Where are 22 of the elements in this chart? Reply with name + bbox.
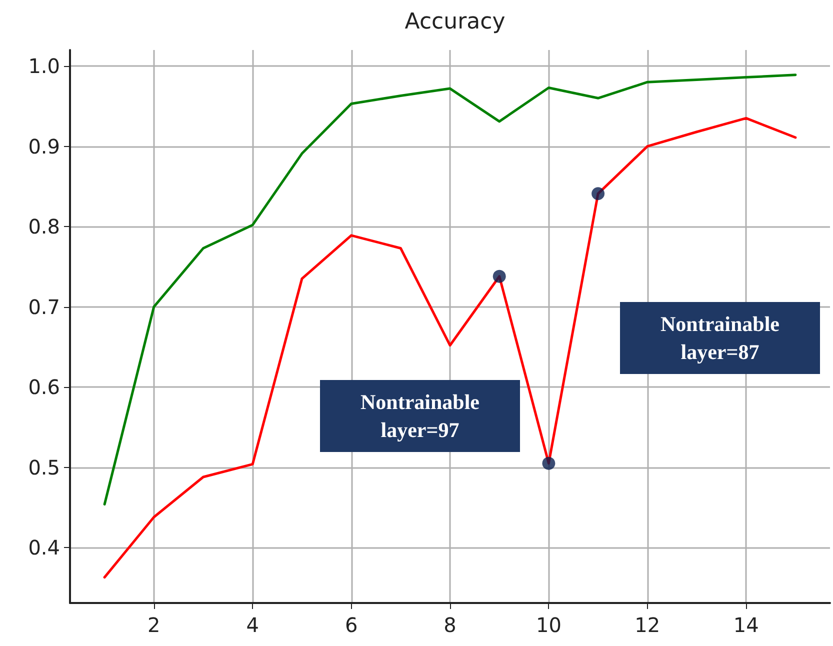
x-tick-label: 4: [246, 613, 259, 637]
x-tick-label: 2: [148, 613, 160, 637]
x-tick-label: 6: [344, 613, 358, 637]
y-tick-label: 0.8: [28, 214, 60, 239]
annotation: Nontrainable layer=97: [359, 389, 480, 444]
y-tick-label: 0.5: [28, 455, 60, 480]
y-tick-label: 0.6: [28, 375, 60, 400]
y-tick-label: 0.7: [28, 294, 60, 319]
y-tick-label: 0.4: [28, 536, 60, 560]
y-tick-label: 1.0: [28, 54, 60, 78]
line-series: [103, 74, 797, 506]
line-series: [103, 116, 797, 579]
y-tick-label: 0.9: [28, 134, 60, 158]
chart-title: Accuracy: [404, 10, 506, 34]
annotation: Nontrainable layer=87: [659, 311, 780, 366]
x-tick-label: 8: [444, 613, 456, 637]
x-tick-label: 10: [536, 613, 562, 637]
x-tick-label: 12: [634, 613, 660, 637]
point: [592, 187, 605, 200]
point: [492, 270, 506, 283]
x-tick-label: 14: [733, 613, 759, 637]
point: [542, 456, 556, 470]
